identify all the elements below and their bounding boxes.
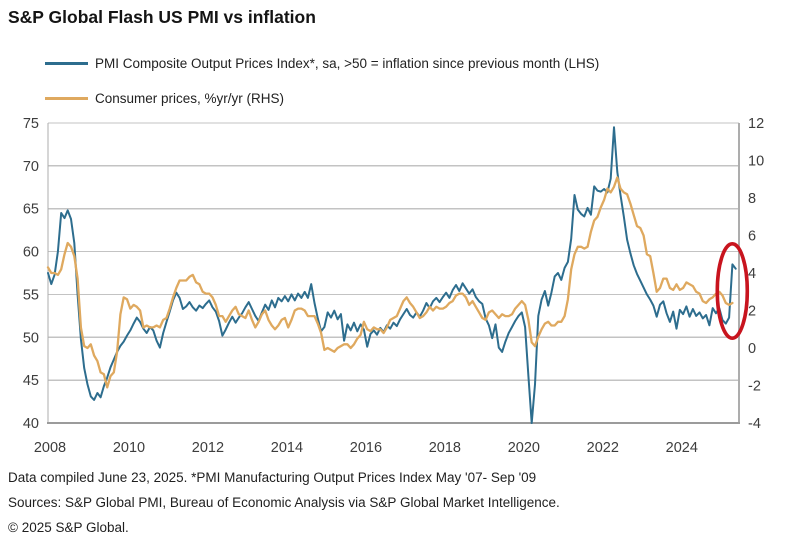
page-title: S&P Global Flash US PMI vs inflation	[8, 7, 316, 27]
y-axis-label-right: 8	[748, 191, 756, 207]
y-axis-label-right: 12	[748, 116, 764, 132]
x-axis-label: 2008	[34, 440, 66, 456]
pmi-series-line	[47, 126, 737, 424]
highlight-ellipse	[715, 242, 750, 340]
y-axis-label-left: 75	[23, 116, 39, 132]
x-axis-label: 2010	[113, 440, 145, 456]
y-axis-label-left: 40	[23, 416, 39, 432]
footnote-data-compiled: Data compiled June 23, 2025. *PMI Manufa…	[8, 470, 537, 485]
footnote-sources: Sources: S&P Global PMI, Bureau of Econo…	[8, 495, 560, 510]
footnotes: Data compiled June 23, 2025. *PMI Manufa…	[8, 470, 560, 545]
x-axis-label: 2020	[508, 440, 540, 456]
y-axis-label-right: 10	[748, 154, 764, 170]
legend-label-cpi: Consumer prices, %yr/yr (RHS)	[95, 90, 285, 106]
x-axis-label: 2024	[666, 440, 698, 456]
x-axis-label: 2016	[350, 440, 382, 456]
legend-item-cpi: Consumer prices, %yr/yr (RHS)	[45, 89, 599, 107]
x-axis-label: 2014	[271, 440, 303, 456]
y-axis-label-right: 4	[748, 266, 756, 282]
y-axis-label-left: 60	[23, 245, 39, 261]
y-axis-label-left: 45	[23, 373, 39, 389]
y-axis-label-left: 65	[23, 202, 39, 218]
y-axis-label-right: 0	[748, 341, 756, 357]
y-axis-label-left: 55	[23, 287, 39, 303]
y-axis-label-left: 70	[23, 159, 39, 175]
legend-label-pmi: PMI Composite Output Prices Index*, sa, …	[95, 55, 600, 71]
x-axis-label: 2022	[587, 440, 619, 456]
x-axis-label: 2018	[429, 440, 461, 456]
y-axis-label-right: -4	[748, 416, 761, 432]
cpi-series-line	[46, 176, 734, 389]
footnote-copyright: © 2025 S&P Global.	[8, 520, 129, 535]
y-axis-label-right: 6	[748, 229, 756, 245]
x-axis-label: 2012	[192, 440, 224, 456]
pmi-line-swatch-icon	[45, 61, 88, 65]
legend: PMI Composite Output Prices Index*, sa, …	[45, 54, 599, 124]
y-axis-label-left: 50	[23, 330, 39, 346]
legend-item-pmi: PMI Composite Output Prices Index*, sa, …	[45, 54, 599, 72]
y-axis-label-right: 2	[748, 304, 756, 320]
cpi-line-swatch-icon	[45, 96, 88, 100]
y-axis-label-right: -2	[748, 379, 761, 395]
